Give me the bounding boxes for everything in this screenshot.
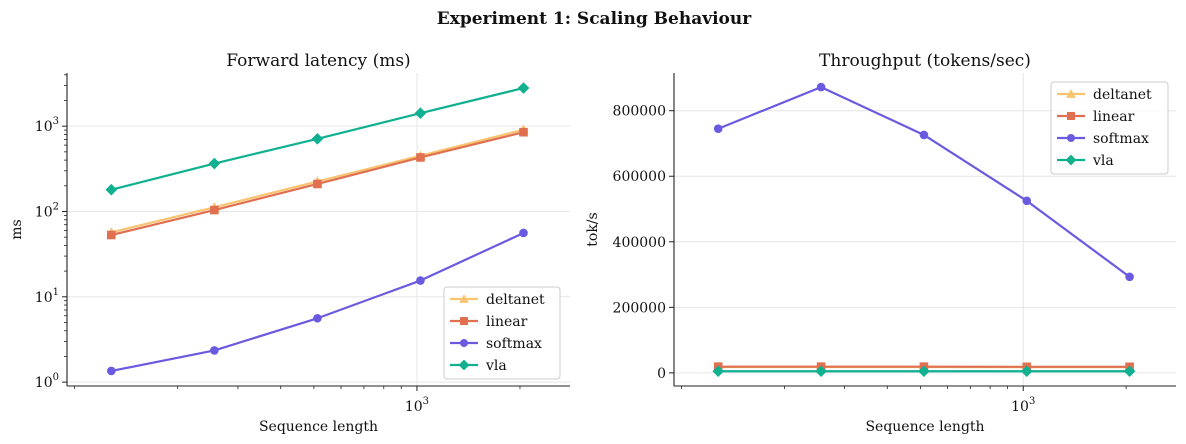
chart-panel-2: 0 200000 400000 600000 800000 103 Throughput (… — [585, 51, 1176, 435]
data-point-vla — [311, 133, 324, 145]
y-tick-label: 101 — [35, 287, 59, 306]
y-tick-label: 103 — [35, 116, 59, 135]
chart-title: Forward latency (ms) — [226, 51, 410, 71]
y-tick-label: 100 — [35, 372, 59, 391]
y-axis-label: ms — [9, 219, 25, 239]
data-point-vla — [414, 107, 427, 119]
y-tick-label: 800000 — [613, 104, 666, 120]
series-softmax — [713, 82, 1134, 282]
data-point-linear — [519, 127, 528, 137]
x-axis-label: Sequence length — [865, 419, 984, 435]
legend-label-linear: linear — [1093, 109, 1135, 125]
data-point-vla — [1123, 365, 1136, 378]
data-point-vla — [517, 82, 530, 94]
data-point-softmax — [313, 313, 322, 323]
legend-marker-softmax — [460, 339, 468, 347]
legend-label-vla: vla — [485, 358, 507, 374]
legend-marker-linear — [1067, 112, 1075, 120]
data-point-softmax — [919, 130, 929, 140]
data-point-linear — [416, 153, 425, 162]
data-point-linear — [210, 205, 219, 215]
y-tick-label: 600000 — [613, 169, 666, 185]
data-point-softmax — [1125, 272, 1134, 282]
legend: deltanet linear softmax vla — [1050, 81, 1169, 175]
legend-label-deltanet: deltanet — [486, 292, 545, 308]
data-point-softmax — [107, 366, 116, 376]
legend-label-vla: vla — [1092, 153, 1114, 169]
y-tick-label: 400000 — [613, 235, 666, 251]
data-point-vla — [1020, 365, 1033, 378]
x-tick-label: 103 — [405, 396, 429, 415]
legend-box — [1050, 81, 1169, 175]
series-vla — [105, 82, 530, 196]
x-axis-label: Sequence length — [259, 419, 378, 435]
legend-label-linear: linear — [486, 314, 528, 330]
legend-box — [443, 286, 561, 380]
data-point-vla — [105, 183, 118, 196]
legend-marker-softmax — [1067, 134, 1075, 142]
data-point-vla — [918, 365, 930, 378]
series-vla — [712, 365, 1136, 378]
legend-label-softmax: softmax — [1093, 131, 1149, 147]
figure-suptitle: Experiment 1: Scaling Behaviour — [437, 9, 752, 29]
legend-marker-deltanet — [459, 294, 469, 303]
data-point-vla — [815, 365, 827, 378]
y-axis-label: tok/s — [585, 212, 601, 246]
y-tick-label: 200000 — [613, 300, 666, 316]
data-point-vla — [208, 157, 221, 170]
data-point-linear — [107, 230, 116, 240]
y-tick-label: 102 — [35, 201, 59, 220]
data-point-softmax — [519, 228, 528, 238]
data-point-vla — [712, 365, 725, 378]
legend-label-softmax: softmax — [486, 336, 542, 352]
data-point-softmax — [1022, 196, 1032, 206]
data-point-softmax — [416, 276, 425, 285]
y-tick-label: 0 — [657, 366, 666, 382]
series-softmax — [107, 228, 528, 376]
legend-marker-linear — [460, 317, 468, 325]
data-point-linear — [313, 179, 322, 189]
legend-marker-deltanet — [1066, 89, 1076, 98]
legend-label-deltanet: deltanet — [1093, 87, 1152, 103]
data-point-softmax — [816, 82, 826, 92]
data-point-softmax — [713, 124, 723, 134]
chart-panel-1: 100 101 102 103 103 Forward latency (ms) Seque… — [9, 51, 570, 435]
data-point-softmax — [210, 346, 219, 355]
series-linear — [107, 127, 528, 240]
legend-marker-vla — [1065, 154, 1077, 166]
legend: deltanet linear softmax vla — [443, 286, 561, 380]
chart-title: Throughput (tokens/sec) — [819, 51, 1031, 71]
x-tick-label: 103 — [1011, 396, 1035, 415]
legend-marker-vla — [458, 359, 470, 371]
